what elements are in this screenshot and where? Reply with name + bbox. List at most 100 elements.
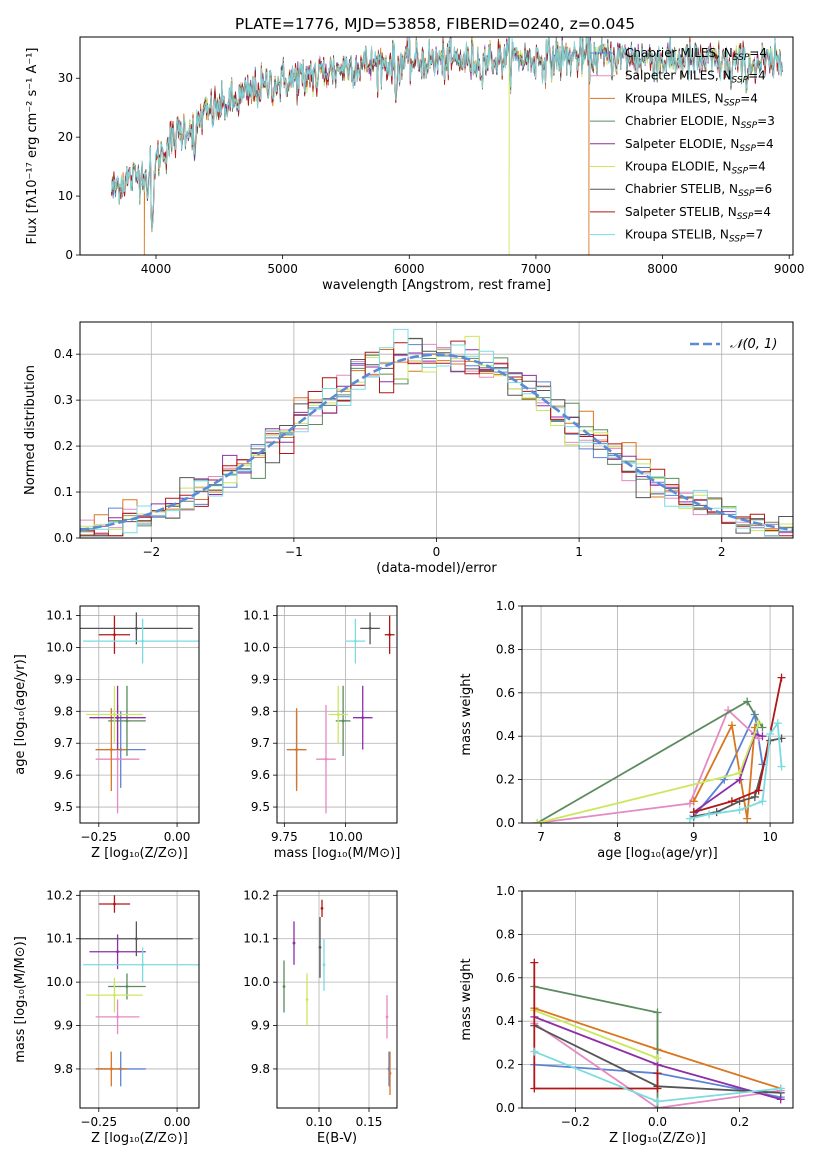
errorbar-salpeter_elodie <box>89 685 146 750</box>
y-tick-label: 10.1 <box>243 609 270 623</box>
data-point <box>353 639 357 643</box>
data-point <box>116 757 119 761</box>
legend-label: Kroupa STELIB, N <box>625 228 729 242</box>
x-tick-label: 10 <box>762 830 777 844</box>
residuals-legend: 𝒩(0, 1) <box>690 337 777 352</box>
y-tick-label: 0.4 <box>496 729 515 743</box>
weight-marker <box>705 810 714 819</box>
weight-series-kroupa_stelib <box>685 719 786 823</box>
residuals-frame <box>79 321 794 539</box>
weight-marker <box>689 808 698 817</box>
y-tick-label: 10.2 <box>243 888 270 902</box>
weight-marker <box>758 723 767 732</box>
x-tick-label: 0.15 <box>356 1115 383 1129</box>
errorbar-kroupa_elodie <box>86 685 143 744</box>
y-axis-label: mass weight <box>459 673 474 755</box>
weight-line <box>693 732 763 813</box>
weight-series-salpeter_stelib <box>689 673 786 817</box>
legend-label: Chabrier MILES, N <box>625 46 733 60</box>
errorbar-kroupa_miles <box>95 708 127 792</box>
legend-subscript: SSP <box>724 98 741 108</box>
y-tick-label: 0.6 <box>496 686 515 700</box>
weight-marker <box>743 814 752 823</box>
errorbar-salpeter_stelib <box>98 615 131 654</box>
weight-marker <box>653 1069 662 1078</box>
mass_vs_Z-axes: −0.25 0.00 9.8 9.9 10.0 10.1 10.2 Z [log₁₀(Z/Z⊙… <box>13 888 200 1146</box>
y-tick-label: 9.8 <box>54 1062 73 1076</box>
weight-line <box>534 985 659 1108</box>
weight_vs_age-plot-area <box>533 673 786 823</box>
errorbar-salpeter_elodie <box>292 921 296 965</box>
legend-tail: =4 <box>753 205 771 219</box>
errorbar-kroupa_stelib <box>83 618 199 664</box>
y-tick-label: 10.1 <box>46 609 73 623</box>
x-tick-label: −2 <box>142 545 160 559</box>
mass_vs_ebv-plot-area <box>282 899 392 1095</box>
y-tick-label: 9.8 <box>251 1062 270 1076</box>
y-tick-label: 0 <box>65 248 73 262</box>
x-axis-label: Z [log₁₀(Z/Z⊙)] <box>91 846 188 861</box>
data-point <box>113 902 116 906</box>
weight-marker <box>653 1054 662 1063</box>
y-tick-label: 10 <box>58 189 73 203</box>
data-point <box>113 713 116 716</box>
weight-series-chabrier_elodie <box>530 982 662 1108</box>
legend-entry: Salpeter STELIB, NSSP=4 <box>625 205 771 222</box>
x-tick-label: 7 <box>537 830 545 844</box>
weight-marker <box>758 797 767 806</box>
legend-subscript: SSP <box>732 76 749 86</box>
y-tick-label: 1.0 <box>496 599 515 613</box>
data-point <box>125 985 129 988</box>
y-tick-label: 9.5 <box>251 800 270 814</box>
x-axis-label: E(B-V) <box>317 1131 357 1146</box>
data-point <box>113 993 116 997</box>
normal-curve <box>80 353 793 532</box>
x-tick-label: −1 <box>285 545 303 559</box>
legend-entry: Chabrier ELODIE, NSSP=3 <box>625 114 775 131</box>
data-point <box>113 633 116 637</box>
legend-label: Salpeter STELIB, N <box>625 205 737 219</box>
x-tick-label: 0.2 <box>730 1115 749 1129</box>
x-tick-label: −0.2 <box>561 1115 590 1129</box>
y-tick-label: 0.2 <box>54 439 73 453</box>
y-tick-label: 9.6 <box>54 768 73 782</box>
x-axis-label: (data-model)/error <box>376 561 497 576</box>
spectrum-axes: 4000 5000 6000 7000 8000 9000 0 10 20 30 wavelengt… <box>25 36 805 293</box>
legend-entry: 𝒩(0, 1) <box>730 337 777 352</box>
weight-marker <box>653 1084 662 1093</box>
weight-marker <box>777 673 786 682</box>
errorbar-chabrier_stelib <box>80 921 193 957</box>
data-point <box>295 748 298 752</box>
data-point <box>292 941 296 945</box>
errorbar-salpeter_stelib <box>384 615 395 654</box>
weight-marker <box>689 797 698 806</box>
y-tick-label: 0.2 <box>496 1058 515 1072</box>
data-point <box>141 639 145 643</box>
weight-marker <box>727 721 736 730</box>
errorbar-salpeter_miles <box>385 995 389 1039</box>
x-tick-label: 0.00 <box>164 830 191 844</box>
weight-line <box>537 708 760 823</box>
x-axis-label: Z [log₁₀(Z/Z⊙)] <box>91 1131 188 1146</box>
errorbar-kroupa_stelib <box>322 938 326 991</box>
x-tick-label: 9000 <box>774 262 805 276</box>
weight-marker <box>758 732 767 741</box>
y-tick-label: 0.1 <box>54 485 73 499</box>
y-tick-label: 10.2 <box>46 888 73 902</box>
weight-series-kroupa_stelib <box>530 1047 785 1106</box>
weight-marker <box>766 730 775 739</box>
weight-series-salpeter_miles <box>533 706 763 823</box>
weight_vs_age-frame <box>521 605 794 824</box>
data-point <box>336 713 340 716</box>
x-tick-label: 0.10 <box>306 1115 333 1129</box>
errorbar-kroupa_miles <box>286 708 307 792</box>
y-tick-label: 9.9 <box>54 672 73 686</box>
data-point <box>320 906 324 910</box>
data-point <box>388 633 392 637</box>
x-tick-label: 5000 <box>267 262 298 276</box>
weight-marker <box>750 792 759 801</box>
x-axis-label: Z [log₁₀(Z/Z⊙)] <box>609 1131 706 1146</box>
age_vs_Z-frame <box>79 605 200 824</box>
